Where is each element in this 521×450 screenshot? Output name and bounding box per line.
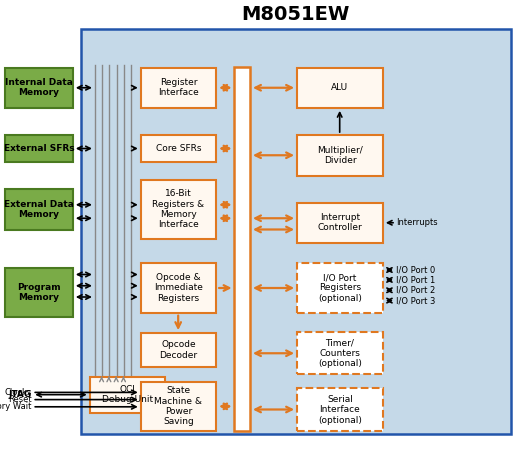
Text: Opcode &
Immediate
Registers: Opcode & Immediate Registers [154, 273, 203, 303]
Text: Opcode
Decoder: Opcode Decoder [159, 340, 197, 360]
Bar [297, 263, 383, 313]
Bar [141, 135, 216, 162]
Text: I/O Port 2: I/O Port 2 [396, 286, 435, 295]
Text: Program
Memory: Program Memory [17, 283, 61, 302]
Text: OCI
Debug Unit: OCI Debug Unit [102, 385, 153, 405]
Bar [297, 68, 383, 108]
Text: State
Machine &
Power
Saving: State Machine & Power Saving [154, 386, 203, 427]
Bar [81, 29, 511, 434]
Text: Serial
Interface
(optional): Serial Interface (optional) [318, 395, 362, 425]
Text: Interrupt
Controller: Interrupt Controller [318, 213, 362, 233]
Bar [5, 68, 73, 108]
Text: External SFRs: External SFRs [4, 144, 75, 153]
Text: Timer/
Counters
(optional): Timer/ Counters (optional) [318, 338, 362, 368]
Text: Interrupts: Interrupts [396, 218, 438, 227]
Text: Memory Wait: Memory Wait [0, 402, 31, 411]
Text: 16-Bit
Registers &
Memory
Interface: 16-Bit Registers & Memory Interface [152, 189, 205, 230]
Bar [141, 263, 216, 313]
Bar [141, 382, 216, 431]
Text: Reset: Reset [8, 395, 31, 404]
Bar [141, 68, 216, 108]
Bar [5, 189, 73, 230]
Bar [5, 135, 73, 162]
Bar [141, 180, 216, 238]
Text: Register
Interface: Register Interface [158, 78, 199, 98]
Bar [297, 202, 383, 243]
Bar [5, 268, 73, 317]
Text: I/O Port 3: I/O Port 3 [396, 296, 436, 305]
Text: M8051EW: M8051EW [242, 5, 350, 24]
Bar [297, 332, 383, 374]
Bar [297, 135, 383, 176]
Bar [297, 388, 383, 431]
Text: ALU: ALU [331, 83, 349, 92]
Bar [141, 333, 216, 367]
Text: Clocks: Clocks [4, 388, 31, 397]
Bar [90, 377, 165, 413]
Bar [234, 67, 250, 431]
Text: I/O Port
Registers
(optional): I/O Port Registers (optional) [318, 273, 362, 303]
Text: I/O Port 0: I/O Port 0 [396, 266, 435, 274]
Text: Multiplier/
Divider: Multiplier/ Divider [317, 145, 363, 165]
Text: I/O Port 1: I/O Port 1 [396, 275, 435, 284]
Text: External Data
Memory: External Data Memory [4, 199, 74, 219]
Text: Internal Data
Memory: Internal Data Memory [5, 78, 73, 98]
Text: JTAG: JTAG [8, 390, 31, 399]
Text: Core SFRs: Core SFRs [156, 144, 201, 153]
